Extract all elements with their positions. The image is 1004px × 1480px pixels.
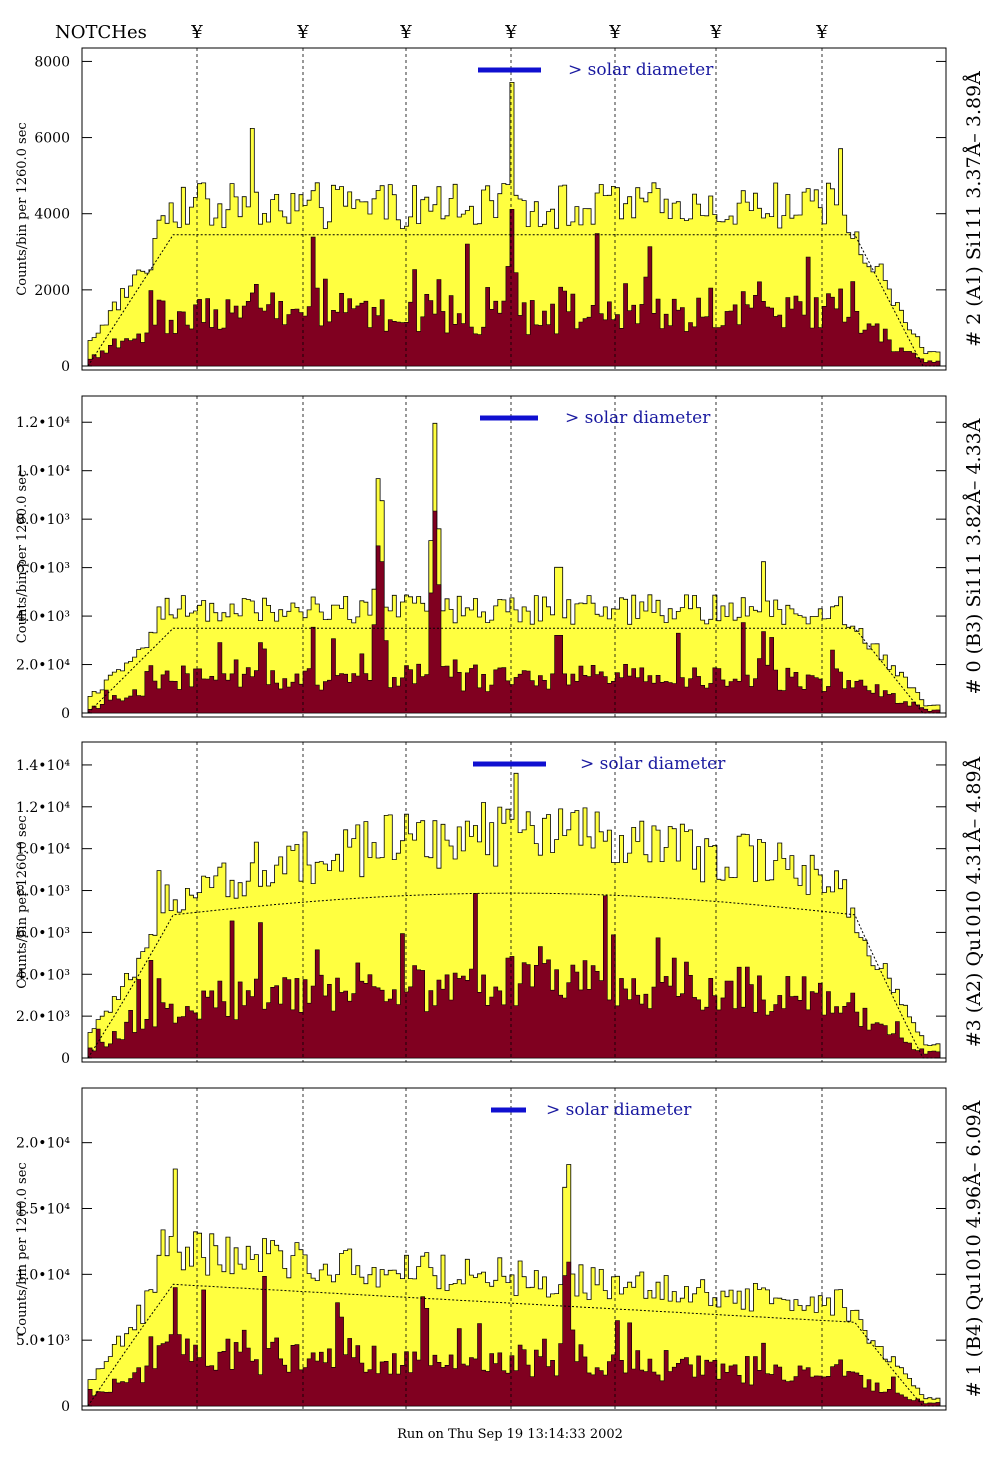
y-axis-label: Counts/bin per 1260.0 sec bbox=[15, 815, 30, 988]
y-tick-label: 8.0•10³ bbox=[16, 884, 70, 900]
y-tick-label: 4.0•10³ bbox=[16, 609, 70, 625]
y-tick-label: 4000 bbox=[34, 207, 70, 223]
y-axis-label: Counts/bin per 1260.0 sec bbox=[15, 1162, 30, 1335]
y-tick-label: 1.0•10⁴ bbox=[16, 1267, 70, 1283]
series-total-counts bbox=[87, 422, 941, 714]
y-tick-label: 2000 bbox=[34, 283, 70, 299]
y-tick-label: 2.0•10⁴ bbox=[16, 1136, 70, 1152]
y-tick-label: 8.0•10³ bbox=[16, 512, 70, 528]
series-subset-counts bbox=[87, 1261, 941, 1407]
notch-symbols: ¥ ¥ ¥ ¥ ¥ ¥ ¥ bbox=[190, 22, 828, 43]
notch-symbol-5: ¥ bbox=[608, 22, 621, 43]
solar-diameter-legend: > solar diameter bbox=[580, 754, 726, 774]
notch-symbol-4: ¥ bbox=[504, 22, 517, 43]
y-tick-label: 1.2•10⁴ bbox=[16, 415, 70, 431]
run-timestamp: Run on Thu Sep 19 13:14:33 2002 bbox=[397, 1427, 623, 1442]
notch-symbol-7: ¥ bbox=[815, 22, 828, 43]
panel-2: 0 2.0•10⁴ 4.0•10³ 6.0•10³ 8.0•10³ 1.0•10⁴ 1.2•… bbox=[15, 395, 985, 722]
model-curve bbox=[87, 234, 940, 367]
notch-symbol-2: ¥ bbox=[296, 22, 309, 43]
y-tick-label: 1.4•10⁴ bbox=[16, 758, 70, 774]
model-curve bbox=[87, 892, 940, 1059]
y-tick-label: 1.2•10⁴ bbox=[16, 800, 70, 816]
panel-4: 0 5.0•10³ 1.0•10⁴ 1.5•10⁴ 2.0•10⁴ Counts/bin … bbox=[15, 1087, 985, 1415]
series-subset-counts bbox=[87, 510, 941, 714]
y-axis-label: Counts/bin per 1260.0 sec bbox=[15, 122, 30, 295]
y-tick-label: 2.0•10³ bbox=[16, 1009, 70, 1025]
model-curve bbox=[87, 1283, 940, 1407]
panel-label: # 2 (A1) Si111 3.37Å– 3.89Å bbox=[963, 71, 985, 347]
panels: 0 2000 4000 6000 8000 Counts/bin per 1260.0 s… bbox=[15, 47, 985, 1415]
y-tick-label: 0 bbox=[61, 1399, 70, 1415]
solar-diameter-legend: > solar diameter bbox=[546, 1100, 692, 1120]
notch-symbol-6: ¥ bbox=[709, 22, 722, 43]
y-tick-label: 1.5•10⁴ bbox=[16, 1202, 70, 1218]
y-tick-label: 0 bbox=[61, 359, 70, 375]
y-tick-label: 6.0•10³ bbox=[16, 925, 70, 941]
panel-3: 0 2.0•10³ 4.0•10³ 6.0•10³ 8.0•10³ 1.0•10⁴ 1.2•… bbox=[15, 741, 985, 1067]
notches-label: NOTCHes bbox=[55, 22, 147, 43]
y-tick-label: 8000 bbox=[34, 54, 70, 70]
panel-frame bbox=[81, 741, 947, 1063]
panel-1: 0 2000 4000 6000 8000 Counts/bin per 1260.0 s… bbox=[15, 47, 985, 375]
panel-frame bbox=[81, 1087, 947, 1411]
notch-symbol-3: ¥ bbox=[399, 22, 412, 43]
y-tick-label: 5.0•10³ bbox=[16, 1333, 70, 1349]
series-subset-counts bbox=[87, 893, 941, 1059]
y-tick-label: 1.0•10⁴ bbox=[16, 842, 70, 858]
series-subset-counts bbox=[87, 209, 941, 367]
panel-frame bbox=[81, 47, 947, 371]
panel-label: # 0 (B3) Si111 3.82Å– 4.33Å bbox=[963, 418, 985, 694]
y-tick-label: 1.0•10⁴ bbox=[16, 464, 70, 480]
y-tick-label: 0 bbox=[61, 706, 70, 722]
model-curve bbox=[87, 627, 940, 714]
panel-label: #3 (A2) Qu1010 4.31Å– 4.89Å bbox=[963, 756, 985, 1047]
panel-frame bbox=[81, 395, 947, 718]
solar-diameter-legend: > solar diameter bbox=[568, 60, 714, 80]
y-tick-label: 4.0•10³ bbox=[16, 967, 70, 983]
notch-symbol-1: ¥ bbox=[190, 22, 203, 43]
y-tick-label: 6000 bbox=[34, 131, 70, 147]
y-tick-label: 2.0•10⁴ bbox=[16, 658, 70, 674]
solar-diameter-legend: > solar diameter bbox=[565, 408, 711, 428]
panel-label: # 1 (B4) Qu1010 4.96Å– 6.09Å bbox=[963, 1100, 985, 1397]
y-tick-label: 0 bbox=[61, 1051, 70, 1067]
y-tick-label: 6.0•10³ bbox=[16, 561, 70, 577]
y-axis-label: Counts/bin per 1260.0 sec bbox=[15, 470, 30, 643]
series-total-counts bbox=[87, 1164, 941, 1407]
